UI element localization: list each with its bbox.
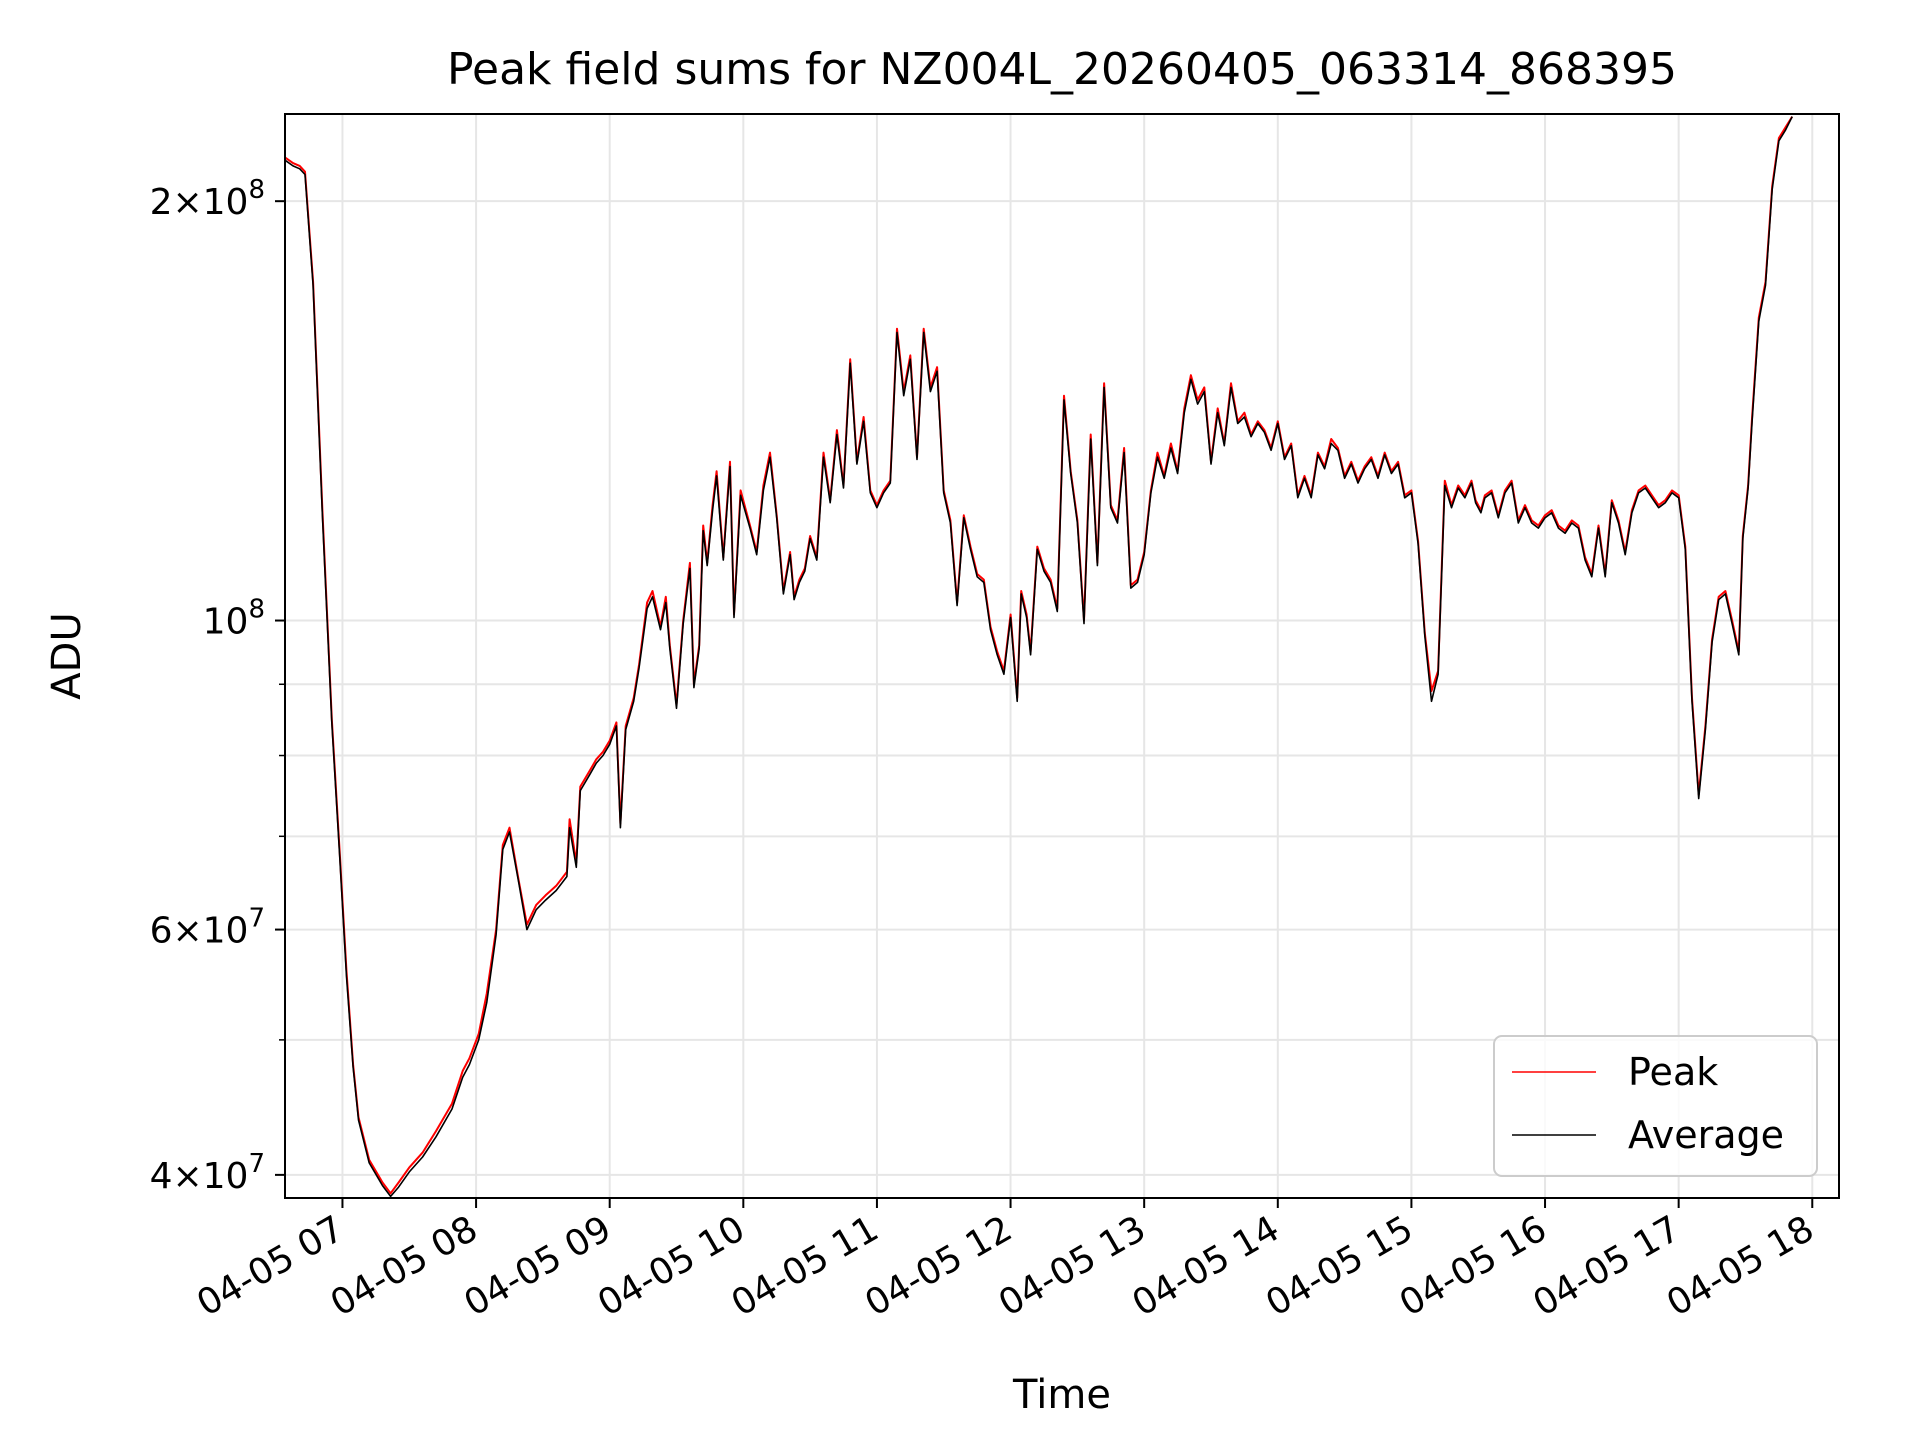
plot-series [284,116,1794,1198]
y-tick-base: 10 [203,911,249,952]
y-tick-mantissa: 2 [150,182,173,223]
y-tick-label: 2×108 [150,175,265,223]
y-tick-label: 108 [203,595,265,643]
y-tick-mantissa: 4 [150,1156,173,1197]
legend: Peak Average [1493,1035,1818,1177]
legend-peak-label: Peak [1628,1050,1718,1094]
y-tick-multiply: × [172,1156,202,1197]
y-tick-exponent: 7 [248,1149,265,1179]
y-tick-exponent: 8 [248,595,265,625]
y-tick-label: 6×107 [150,904,265,952]
y-tick-exponent: 8 [248,175,265,205]
y-tick-multiply: × [172,911,202,952]
y-tick-multiply: × [172,182,202,223]
chart-title: Peak field sums for NZ004L_20260405_0633… [447,44,1677,95]
y-tick-mantissa: 6 [150,911,173,952]
axes-frame [284,113,1840,1199]
y-tick-base: 10 [203,1156,249,1197]
y-tick-label: 4×107 [150,1149,265,1197]
series-line-average [284,116,1793,1198]
y-axis-label: ADU [44,612,90,699]
y-tick-base: 10 [203,602,249,643]
y-tick-exponent: 7 [248,904,265,934]
y-tick-base: 10 [203,182,249,223]
x-axis-label: Time [1012,1372,1111,1418]
legend-box [1493,1035,1818,1177]
legend-average-label: Average [1628,1113,1784,1157]
